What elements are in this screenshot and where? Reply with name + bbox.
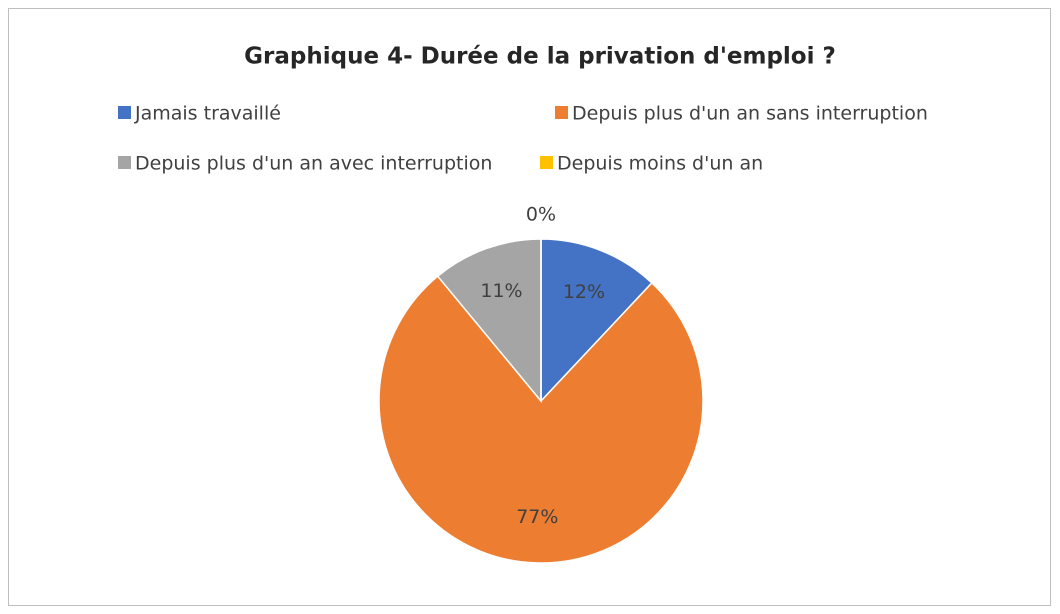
pie-slice [378,275,704,564]
legend-label: Depuis plus d'un an avec interruption [135,153,492,175]
legend-label: Depuis moins d'un an [557,153,763,175]
data-label: 77% [516,506,558,528]
pie-slice [436,238,542,404]
data-label: 12% [563,281,605,303]
chart-title: Graphique 4- Durée de la privation d'emp… [244,44,836,70]
legend-swatch [555,106,568,119]
pie-slice [540,238,653,403]
legend-swatch [118,156,131,169]
legend-swatch [118,106,131,119]
data-label: 0% [526,204,556,226]
legend-swatch [540,156,553,169]
legend-label: Depuis plus d'un an sans interruption [572,103,928,125]
legend-label: Jamais travaillé [134,103,281,125]
data-label: 11% [480,280,522,302]
